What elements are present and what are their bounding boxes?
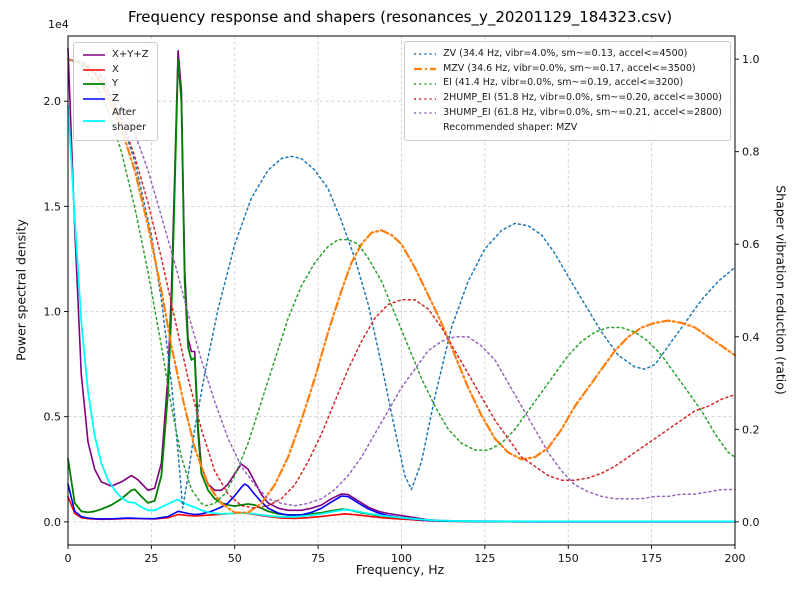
- series-2hump-ei: [67, 58, 736, 509]
- left-y-tick-label: 2.0: [44, 95, 62, 108]
- legend-psd: X+Y+Z X Y Z After shaper: [73, 42, 158, 141]
- legend-item-zv-label: ZV (34.4 Hz, vibr=4.0%, sm~=0.13, accel<…: [443, 48, 688, 59]
- series-3hump-ei: [67, 58, 736, 507]
- right-y-tick-label: 0.6: [742, 238, 760, 251]
- ticks: [64, 58, 739, 549]
- right-y-tick-label: 0.8: [742, 146, 760, 159]
- legend-swatch-zv: [414, 53, 437, 56]
- x-tick-label: 75: [311, 552, 325, 565]
- legend-item-ei: EI (41.4 Hz, vibr=0.0%, sm~=0.19, accel<…: [413, 76, 722, 91]
- legend-swatch-x-y-z: [83, 54, 105, 57]
- right-y-tick-label: 1.0: [742, 53, 760, 66]
- series-mzv: [66, 58, 737, 514]
- series-ei: [67, 58, 736, 507]
- legend-swatch-y: [83, 83, 105, 86]
- legend-recommended-shaper: Recommended shaper: MZV: [413, 121, 722, 136]
- legend-recommended-shaper-label: Recommended shaper: MZV: [443, 121, 578, 133]
- legend-swatch-x: [83, 68, 105, 71]
- x-tick-label: 50: [228, 552, 242, 565]
- legend-item-mzv: MZV (34.6 Hz, vibr=0.0%, sm~=0.17, accel…: [413, 62, 722, 77]
- right-y-tick-label: 0.2: [742, 423, 760, 436]
- legend-item-z-label: Z: [112, 92, 119, 104]
- x-axis-label: Frequency, Hz: [355, 562, 445, 577]
- legend-item-y: Y: [82, 77, 149, 92]
- left-y-tick-label: 0.0: [44, 516, 62, 529]
- series-x-y-z: [67, 47, 736, 523]
- legend-item-zv: ZV (34.4 Hz, vibr=4.0%, sm~=0.13, accel<…: [413, 47, 722, 62]
- left-y-tick-label: 0.5: [44, 411, 62, 424]
- tick-labels: 0 25 50 75 100 125 150 175 200 0.0 0.5 1.0 1.5 2.0 0.0…: [44, 53, 760, 565]
- legend-item-3hump-ei-label: 3HUMP_EI (61.8 Hz, vibr=0.0%, sm~=0.21, …: [443, 106, 722, 118]
- x-tick-label: 25: [144, 552, 158, 565]
- legend-item-y-label: Y: [112, 78, 119, 89]
- legend-item-mzv-label: MZV (34.6 Hz, vibr=0.0%, sm~=0.17, accel…: [443, 62, 696, 74]
- legend-item-ei-label: EI (41.4 Hz, vibr=0.0%, sm~=0.19, accel<…: [443, 77, 684, 89]
- legend-swatch-spacer: [413, 122, 437, 134]
- legend-item-z: Z: [82, 92, 149, 107]
- legend-item-x-y-z-label: X+Y+Z: [112, 49, 149, 60]
- legend-item-after-shaper-label: After shaper: [112, 107, 147, 133]
- legend-item-2hump-ei: 2HUMP_EI (51.8 Hz, vibr=0.0%, sm~=0.20, …: [413, 91, 722, 106]
- legend-swatch-mzv: [414, 67, 437, 71]
- series-zv: [67, 58, 736, 509]
- x-tick-label: 150: [558, 552, 579, 565]
- legend-item-x-label: X: [112, 63, 119, 75]
- legend-swatch-z: [83, 97, 105, 100]
- left-y-tick-label: 1.0: [44, 306, 62, 319]
- legend-item-2hump-ei-label: 2HUMP_EI (51.8 Hz, vibr=0.0%, sm~=0.20, …: [443, 92, 722, 104]
- left-y-axis-label: Power spectral density: [13, 219, 29, 361]
- x-tick-label: 100: [391, 552, 412, 565]
- chart-title: Frequency response and shapers (resonanc…: [127, 8, 673, 26]
- right-y-tick-label: 0.0: [742, 516, 760, 529]
- legend-swatch-3hump-ei: [414, 112, 437, 114]
- legend-item-3hump-ei: 3HUMP_EI (61.8 Hz, vibr=0.0%, sm~=0.21, …: [413, 106, 722, 121]
- legend-shapers: ZV (34.4 Hz, vibr=4.0%, sm~=0.13, accel<…: [404, 41, 731, 142]
- x-tick-label: 175: [641, 552, 662, 565]
- series-after-shaper: [67, 104, 736, 523]
- x-tick-label: 0: [65, 552, 72, 565]
- left-y-tick-label: 1.5: [44, 200, 62, 213]
- legend-swatch-after-shaper: [83, 119, 105, 122]
- legend-item-x: X: [82, 63, 149, 78]
- right-y-axis-label: Shaper vibration reduction (ratio): [773, 185, 789, 395]
- y-axis-offset-label: 1e4: [48, 18, 69, 31]
- legend-item-after-shaper: After shaper: [82, 106, 149, 135]
- legend-swatch-ei: [414, 83, 437, 85]
- x-tick-label: 125: [474, 552, 495, 565]
- legend-swatch-2hump-ei: [414, 97, 437, 100]
- legend-item-x-y-z: X+Y+Z: [82, 48, 149, 63]
- x-tick-label: 200: [725, 552, 746, 565]
- right-y-tick-label: 0.4: [742, 331, 760, 344]
